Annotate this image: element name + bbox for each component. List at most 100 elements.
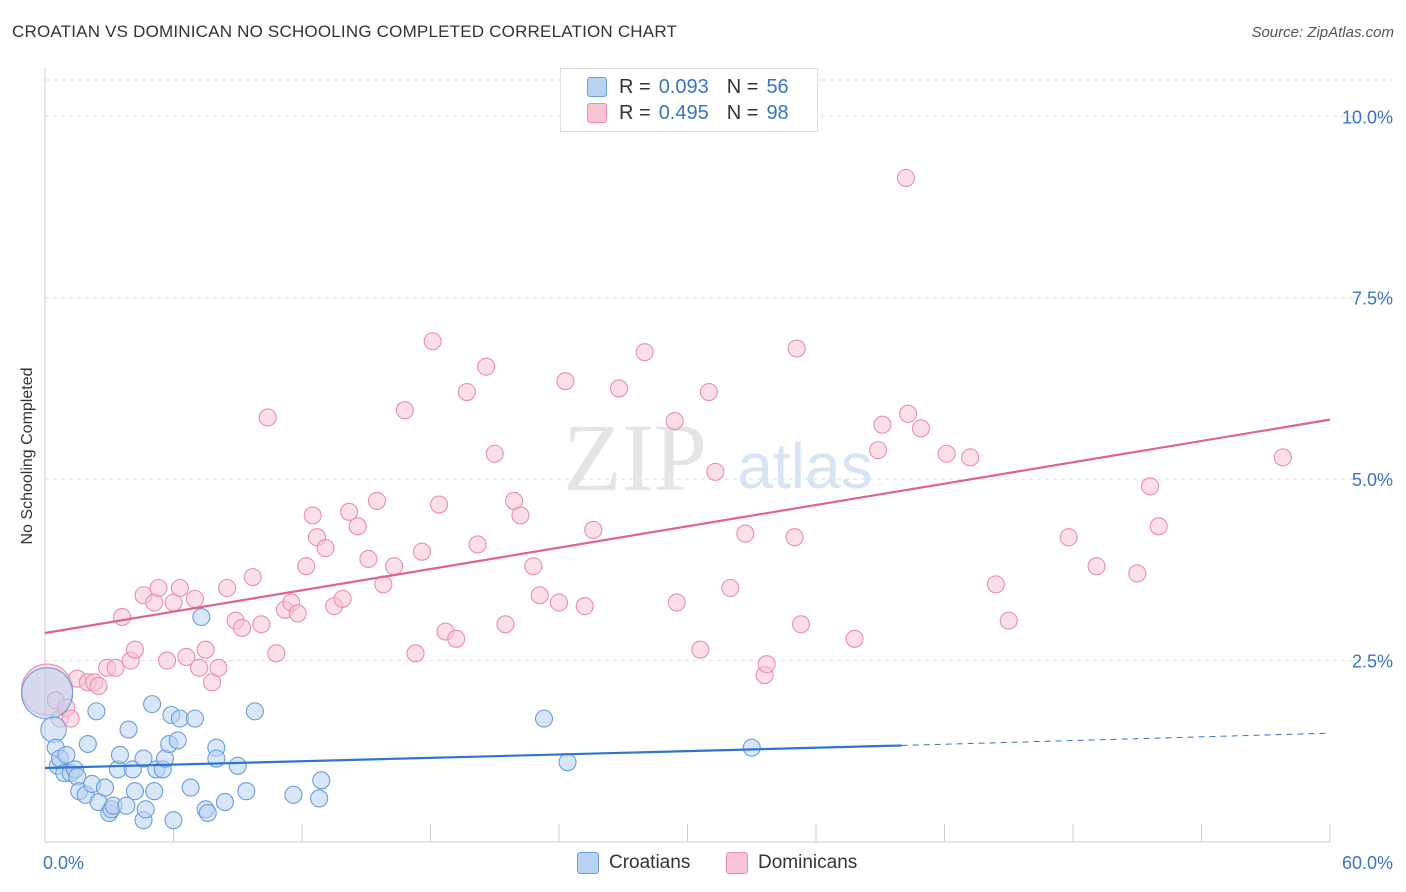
dominican-point <box>609 379 629 398</box>
legend-item-croatians[interactable]: Croatians <box>577 850 690 876</box>
dominican-point <box>406 644 425 663</box>
dominican-point <box>177 647 196 666</box>
chart-title: CROATIAN VS DOMINICAN NO SCHOOLING COMPL… <box>12 22 678 41</box>
dominican-point <box>485 444 504 463</box>
dominican-point <box>896 168 916 188</box>
dominican-point <box>348 517 367 536</box>
dominican-point <box>511 506 530 525</box>
dominican-point <box>468 535 487 554</box>
dominican-point <box>736 524 755 543</box>
dominican-point <box>340 502 359 521</box>
dominican-point <box>149 578 168 598</box>
croatian-point <box>87 702 106 721</box>
dominican-swatch <box>587 103 607 123</box>
dominican-point <box>757 655 776 674</box>
legend-item-dominicans[interactable]: Dominicans <box>726 850 857 876</box>
dominican-point <box>530 586 549 605</box>
dominican-point <box>845 629 864 648</box>
dominican-point <box>699 383 718 402</box>
croatian-point <box>742 738 761 757</box>
legend-row-croatian: R = 0.093 N = 56 <box>587 75 807 99</box>
x-tick-label-max: 60.0% <box>1342 853 1393 873</box>
dominican-point <box>412 542 431 561</box>
croatian-point <box>21 667 74 720</box>
dominican-point <box>297 557 316 576</box>
dominican-point <box>665 412 684 431</box>
dominican-point <box>190 658 209 677</box>
croatian-point <box>534 709 554 728</box>
croatian-point <box>228 756 247 775</box>
dominican-point <box>496 615 515 634</box>
dominican-point <box>457 383 476 402</box>
croatian-point <box>125 782 144 801</box>
croatian-point <box>198 803 217 823</box>
y-tick-label: 5.0% <box>1352 470 1393 490</box>
dominican-point <box>524 557 543 576</box>
n-value: 98 <box>766 101 789 124</box>
trend-lines <box>44 418 1331 770</box>
dominican-point <box>258 408 277 427</box>
croatian-point <box>215 793 234 812</box>
croatian-point <box>310 789 329 808</box>
watermark-zip: ZIP <box>563 404 707 511</box>
dominican-point <box>477 357 496 376</box>
dominican-point <box>1273 448 1292 467</box>
dominican-point <box>721 578 740 598</box>
croatian-point <box>78 734 97 754</box>
croatian-point <box>192 607 211 627</box>
dominican-point <box>899 404 918 423</box>
dominican-point <box>869 441 888 460</box>
dominican-point <box>217 578 237 598</box>
y-tick-label: 10.0% <box>1342 107 1393 127</box>
dominican-point <box>1149 517 1168 536</box>
dominican-point <box>288 604 307 623</box>
dominican-point <box>196 640 215 659</box>
dominican-point <box>252 615 271 634</box>
croatian-point <box>119 720 138 739</box>
croatian-swatch <box>587 77 607 97</box>
dominican-point <box>185 589 204 608</box>
dominican-point <box>787 339 806 358</box>
dominican-point <box>61 709 80 728</box>
dominican-point <box>1087 557 1106 576</box>
croatian-point <box>110 745 130 764</box>
croatian-point <box>57 745 76 764</box>
dominican-point <box>1141 477 1160 496</box>
y-tick-label: 2.5% <box>1352 652 1393 672</box>
r-value: 0.093 <box>658 75 709 98</box>
dominican-point <box>999 611 1018 630</box>
croatian-point <box>245 702 264 721</box>
dominican-point <box>549 593 569 612</box>
dominican-point <box>430 495 449 514</box>
dominican-point <box>706 462 725 481</box>
croatians-label: Croatians <box>609 852 691 873</box>
n-value: 56 <box>766 75 789 98</box>
croatian-point <box>95 778 115 797</box>
watermark-atlas: atlas <box>737 430 872 502</box>
croatian-point <box>134 749 153 768</box>
croatian-point <box>185 709 204 728</box>
chart-source: Source: ZipAtlas.com <box>1251 24 1394 41</box>
croatian-point <box>40 716 67 743</box>
dominican-point <box>584 520 603 539</box>
croatian-trend-extension <box>901 732 1331 746</box>
dominican-point <box>447 629 466 648</box>
dominican-point <box>911 419 930 438</box>
dominican-point <box>785 528 804 547</box>
dominican-point <box>385 557 404 576</box>
croatian-points <box>21 607 761 830</box>
croatian-point <box>558 753 577 772</box>
dominican-point <box>367 491 387 510</box>
dominican-point <box>556 372 575 391</box>
n-label: N = <box>726 75 759 98</box>
dominican-point <box>1059 528 1078 547</box>
dominican-point <box>267 644 286 663</box>
dominican-point <box>937 444 956 463</box>
dominicans-label: Dominicans <box>758 852 858 873</box>
croatian-point <box>312 771 331 790</box>
dominican-point <box>961 448 980 467</box>
dominican-point <box>1128 564 1147 583</box>
r-label: R = <box>619 75 651 98</box>
dominican-point <box>243 568 262 587</box>
dominican-point <box>170 578 189 598</box>
